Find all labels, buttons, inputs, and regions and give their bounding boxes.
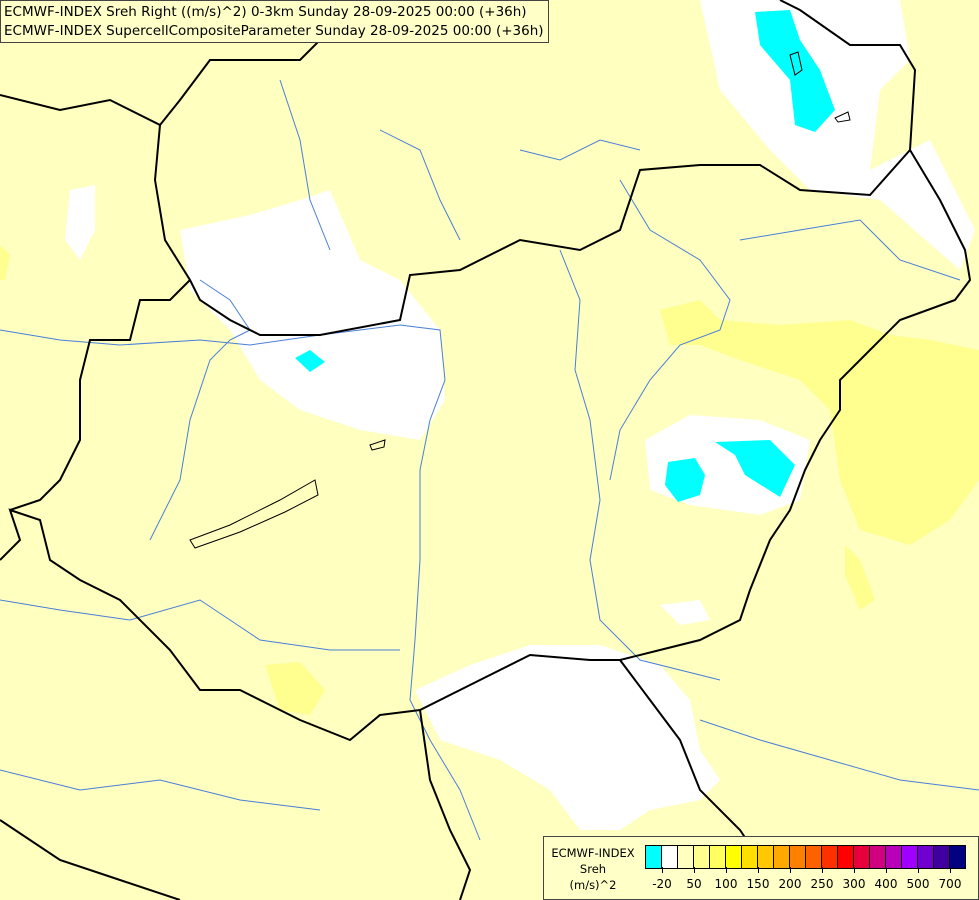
legend-tick-label: 50 <box>686 877 702 891</box>
legend-tick <box>886 867 887 873</box>
legend-tick <box>918 867 919 873</box>
legend-swatch <box>838 846 854 868</box>
legend-swatch <box>774 846 790 868</box>
title-line-scp: ECMWF-INDEX SupercellCompositeParameter … <box>4 23 544 39</box>
legend-swatch <box>710 846 726 868</box>
legend-tick <box>822 867 823 873</box>
rivers <box>0 79 979 841</box>
legend-tick <box>854 867 855 873</box>
legend-swatch <box>726 846 742 868</box>
legend-tick <box>694 867 695 873</box>
legend-swatch <box>870 846 886 868</box>
legend-title: ECMWF-INDEX Sreh (m/s)^2 <box>544 845 642 893</box>
legend-tick <box>950 867 951 873</box>
legend-tick-label: 250 <box>810 877 834 891</box>
legend-tick-label: 200 <box>778 877 802 891</box>
legend-swatch <box>886 846 902 868</box>
legend-tick-label: 500 <box>906 877 930 891</box>
legend-title-line: Sreh <box>579 862 607 876</box>
low-sreh-areas <box>65 0 975 830</box>
moderate-sreh-areas <box>0 245 979 715</box>
legend-tick-label: 300 <box>842 877 866 891</box>
legend-tick-label: 700 <box>938 877 962 891</box>
legend-swatch <box>694 846 710 868</box>
legend-tick-label: 400 <box>874 877 898 891</box>
legend-swatch <box>902 846 918 868</box>
legend-tick-label: -20 <box>652 877 672 891</box>
legend-swatch <box>678 846 694 868</box>
legend-swatch <box>934 846 950 868</box>
legend-swatch <box>646 846 662 868</box>
legend-swatch <box>822 846 838 868</box>
negative-sreh-areas <box>295 10 835 502</box>
legend-title-line: (m/s)^2 <box>569 878 617 892</box>
title-line-sreh: ECMWF-INDEX Sreh Right ((m/s)^2) 0-3km S… <box>4 4 527 20</box>
legend-swatch <box>790 846 806 868</box>
legend-swatch <box>742 846 758 868</box>
color-legend: ECMWF-INDEX Sreh (m/s)^2 -20 50 100 150 200 2… <box>543 836 979 900</box>
legend-swatch <box>918 846 934 868</box>
legend-swatch <box>758 846 774 868</box>
legend-tick-label: 100 <box>714 877 738 891</box>
legend-tick <box>790 867 791 873</box>
map-title: ECMWF-INDEX Sreh Right ((m/s)^2) 0-3km S… <box>0 0 549 43</box>
legend-title-line: ECMWF-INDEX <box>551 846 635 860</box>
legend-swatch <box>950 846 965 868</box>
legend-tick <box>758 867 759 873</box>
legend-tick-label: 150 <box>746 877 770 891</box>
legend-swatch <box>662 846 678 868</box>
lakes <box>189 51 851 549</box>
legend-tick <box>662 867 663 873</box>
legend-swatch <box>854 846 870 868</box>
legend-swatch <box>806 846 822 868</box>
legend-tick <box>726 867 727 873</box>
legend-swatches <box>645 845 966 869</box>
